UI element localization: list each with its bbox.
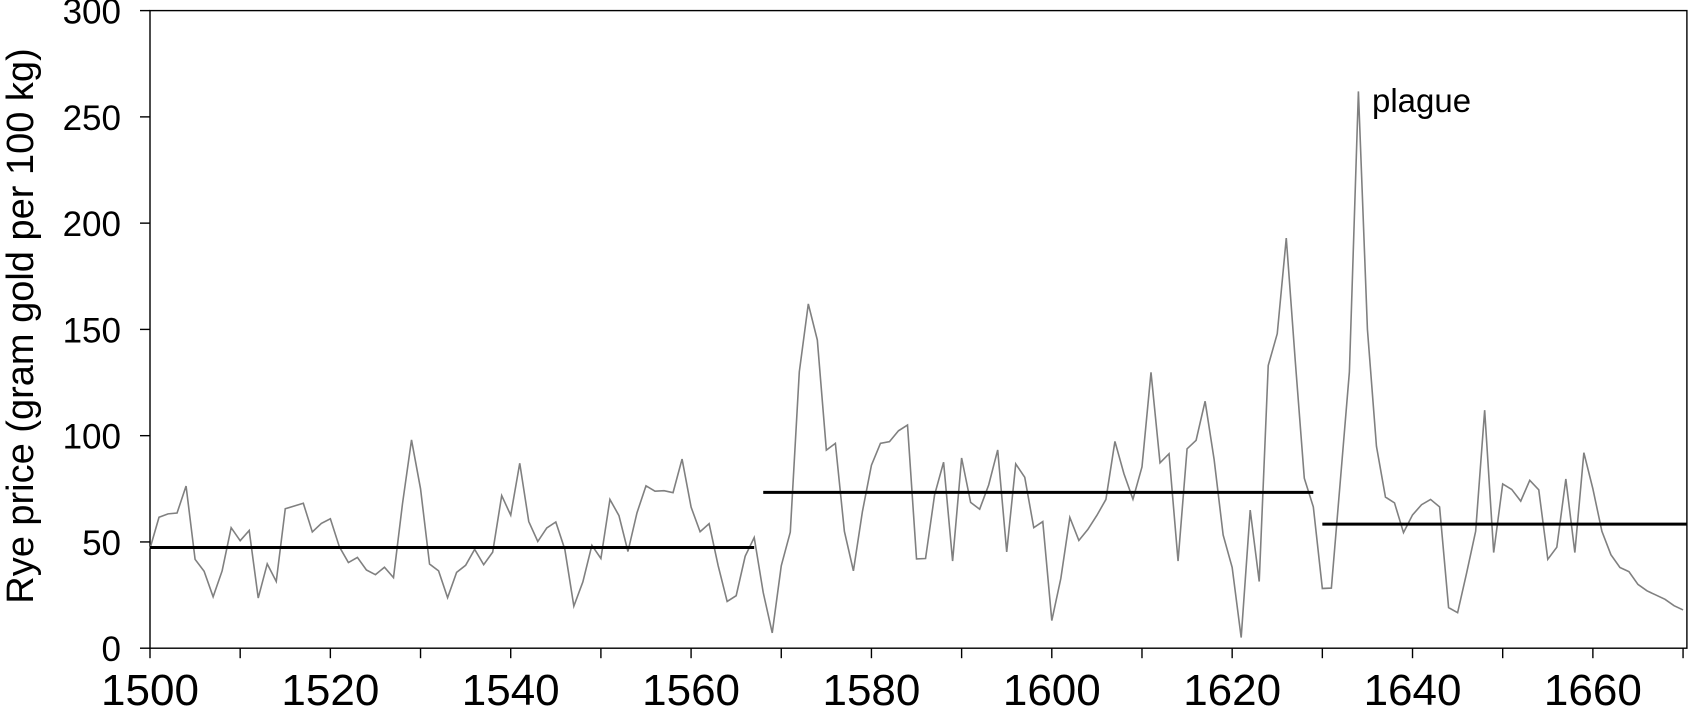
svg-text:1640: 1640: [1364, 666, 1462, 709]
svg-text:1600: 1600: [1003, 666, 1101, 709]
svg-text:1660: 1660: [1544, 666, 1642, 709]
svg-text:150: 150: [63, 311, 121, 350]
svg-text:plague: plague: [1372, 82, 1471, 119]
svg-text:1520: 1520: [281, 666, 379, 709]
svg-text:0: 0: [102, 630, 121, 669]
svg-text:200: 200: [63, 205, 121, 244]
svg-text:250: 250: [63, 99, 121, 138]
svg-text:1620: 1620: [1183, 666, 1281, 709]
svg-text:1560: 1560: [642, 666, 740, 709]
svg-text:1580: 1580: [822, 666, 920, 709]
svg-text:50: 50: [82, 524, 121, 563]
svg-text:1540: 1540: [462, 666, 560, 709]
svg-text:1500: 1500: [101, 666, 199, 709]
svg-text:300: 300: [63, 0, 121, 32]
svg-text:100: 100: [63, 418, 121, 457]
